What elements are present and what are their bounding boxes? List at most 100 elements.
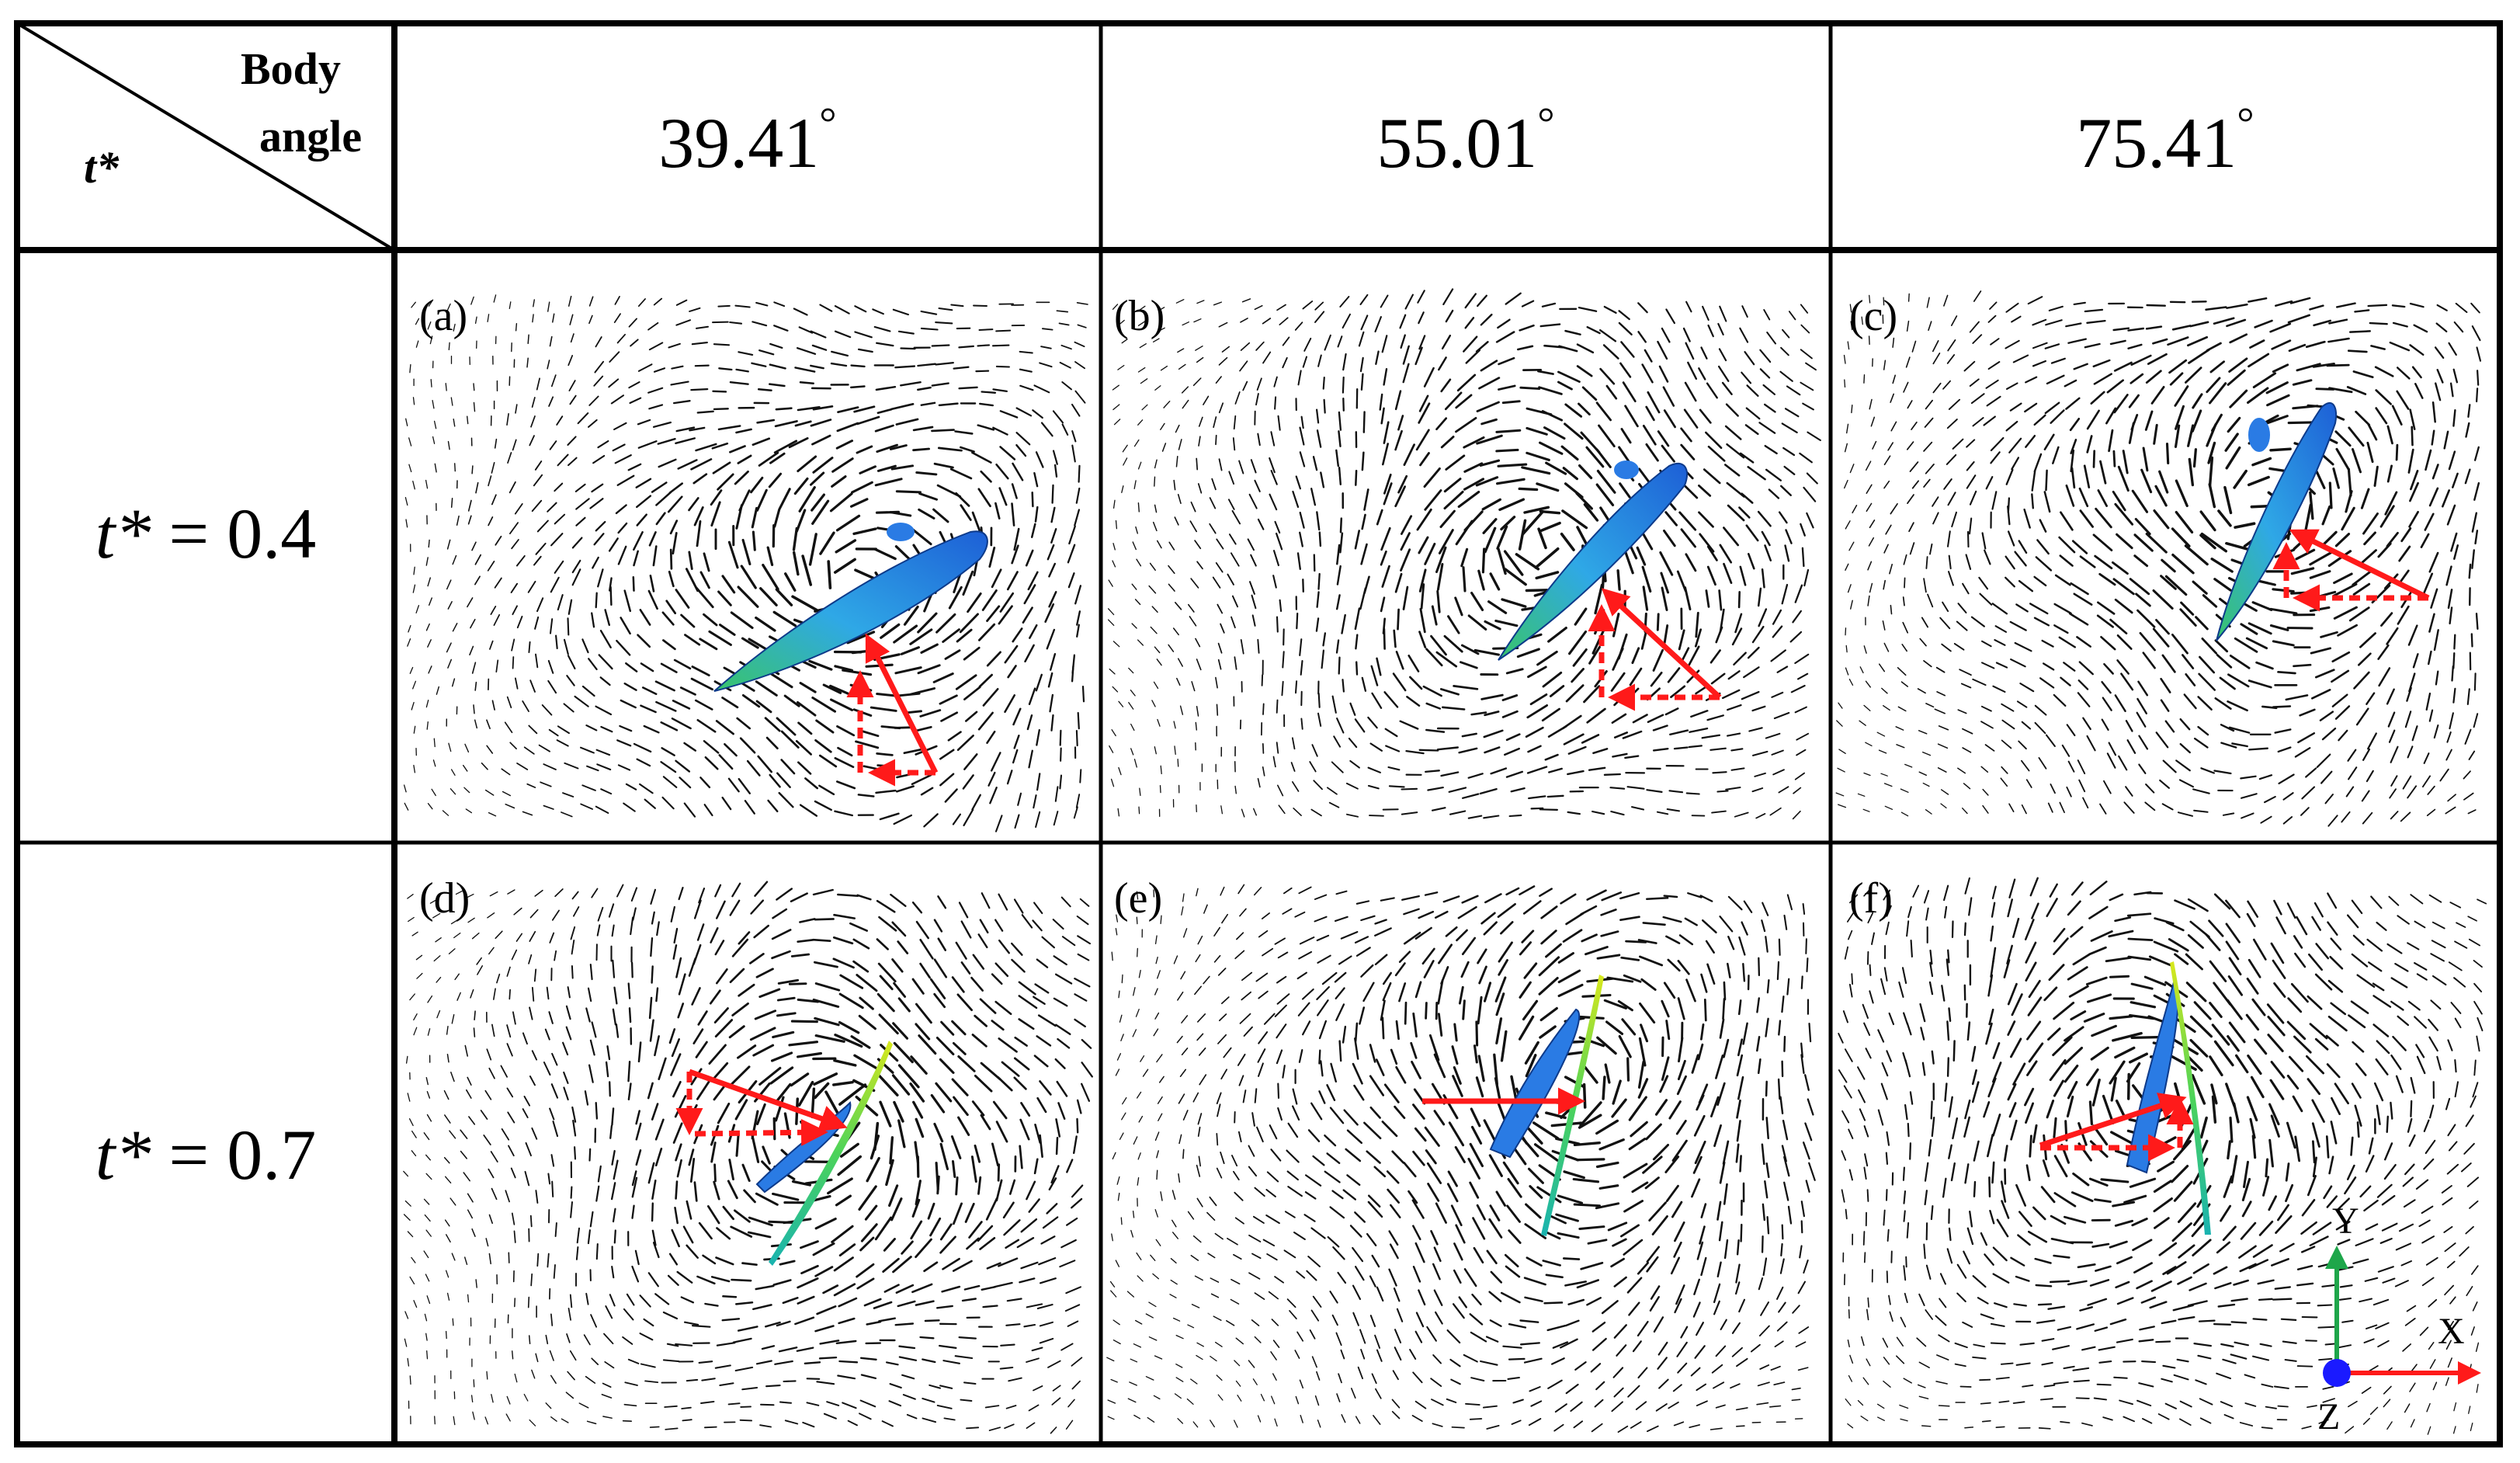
velocity-vector	[1416, 508, 1432, 531]
velocity-vector	[2251, 998, 2266, 1016]
velocity-vector	[1052, 410, 1064, 424]
velocity-vector	[2407, 785, 2418, 799]
velocity-vector	[1342, 313, 1351, 329]
velocity-vector	[2248, 622, 2272, 635]
velocity-vector	[935, 1082, 953, 1103]
velocity-vector	[1437, 1013, 1443, 1037]
velocity-vector	[935, 1037, 955, 1056]
velocity-vector	[1936, 691, 1946, 697]
velocity-vector	[939, 1142, 949, 1170]
velocity-vector	[1402, 363, 1410, 384]
velocity-vector	[1318, 1049, 1321, 1065]
velocity-vector	[1762, 1257, 1768, 1277]
velocity-vector	[751, 530, 756, 551]
velocity-vector	[1052, 919, 1064, 930]
velocity-vector	[1946, 419, 1958, 429]
velocity-vector	[2337, 624, 2359, 637]
velocity-vector	[2112, 450, 2116, 467]
velocity-vector	[1110, 1378, 1118, 1383]
velocity-vector	[1355, 947, 1371, 957]
velocity-vector	[818, 784, 835, 796]
velocity-vector	[765, 1385, 781, 1388]
velocity-vector	[1028, 1198, 1040, 1213]
velocity-vector	[1787, 1205, 1793, 1225]
velocity-vector	[1215, 376, 1222, 384]
velocity-vector	[550, 1416, 557, 1422]
velocity-vector	[1781, 996, 1785, 1013]
velocity-vector	[1404, 1001, 1408, 1025]
velocity-vector	[1667, 667, 1681, 683]
velocity-vector	[1937, 767, 1947, 773]
velocity-vector	[713, 1180, 720, 1201]
velocity-vector	[734, 1209, 751, 1223]
velocity-vector	[1410, 1041, 1418, 1059]
velocity-vector	[1034, 1124, 1041, 1144]
velocity-vector	[1119, 1014, 1123, 1023]
velocity-vector	[2390, 1101, 2393, 1120]
velocity-vector	[762, 1145, 771, 1165]
velocity-vector	[450, 1197, 456, 1206]
velocity-vector	[915, 1238, 932, 1259]
velocity-vector	[856, 974, 878, 992]
velocity-vector	[1710, 672, 1726, 685]
velocity-vector	[1190, 578, 1199, 589]
velocity-vector	[1067, 544, 1076, 564]
velocity-vector	[1725, 787, 1741, 791]
velocity-vector	[859, 1399, 876, 1408]
velocity-vector	[1641, 363, 1654, 384]
velocity-vector	[1674, 1221, 1685, 1242]
velocity-vector	[485, 1238, 489, 1247]
velocity-vector	[1661, 444, 1675, 463]
velocity-vector	[1620, 428, 1632, 444]
velocity-vector	[814, 1082, 830, 1100]
velocity-vector	[1337, 1271, 1347, 1284]
velocity-vector	[2477, 1016, 2484, 1032]
velocity-vector	[1630, 1421, 1642, 1429]
velocity-vector	[2454, 1017, 2462, 1029]
velocity-vector	[1988, 1008, 1994, 1026]
velocity-vector	[1168, 565, 1175, 575]
velocity-vector	[2201, 638, 2218, 655]
velocity-vector	[427, 639, 432, 648]
velocity-vector	[2370, 345, 2386, 350]
velocity-vector	[1795, 1341, 1807, 1348]
velocity-vector	[644, 798, 656, 809]
velocity-vector	[407, 1231, 414, 1238]
velocity-vector	[545, 1334, 549, 1345]
velocity-vector	[694, 364, 710, 367]
velocity-vector	[955, 1176, 959, 1196]
velocity-vector	[1425, 648, 1443, 667]
velocity-vector	[2246, 1096, 2258, 1122]
velocity-vector	[1196, 1033, 1204, 1041]
velocity-vector	[488, 1067, 495, 1079]
velocity-vector	[2274, 728, 2292, 734]
velocity-vector	[1907, 293, 1910, 302]
velocity-vector	[2088, 905, 2109, 919]
velocity-vector	[511, 949, 518, 961]
velocity-vector	[543, 804, 554, 810]
velocity-vector	[939, 1235, 956, 1254]
velocity-vector	[1865, 460, 1872, 471]
velocity-vector	[1545, 1274, 1564, 1279]
velocity-vector	[731, 882, 741, 898]
velocity-vector	[959, 613, 979, 634]
velocity-vector	[837, 1374, 856, 1380]
velocity-vector	[1758, 1277, 1764, 1291]
velocity-vector	[1921, 1062, 1926, 1076]
velocity-vector	[2162, 759, 2177, 773]
velocity-vector	[2227, 369, 2246, 386]
velocity-vector	[1538, 976, 1559, 996]
velocity-vector	[1443, 478, 1462, 493]
velocity-vector	[995, 1179, 1003, 1202]
velocity-vector	[834, 330, 852, 339]
velocity-vector	[2327, 1015, 2348, 1032]
velocity-vector	[637, 298, 646, 308]
velocity-vector	[1033, 1055, 1049, 1068]
velocity-vector	[1640, 631, 1647, 650]
velocity-vector	[1477, 294, 1487, 308]
velocity-vector	[1439, 688, 1460, 696]
velocity-vector	[603, 1333, 614, 1345]
velocity-vector	[2213, 1040, 2234, 1067]
velocity-vector	[832, 1080, 854, 1086]
velocity-vector	[893, 1041, 914, 1064]
